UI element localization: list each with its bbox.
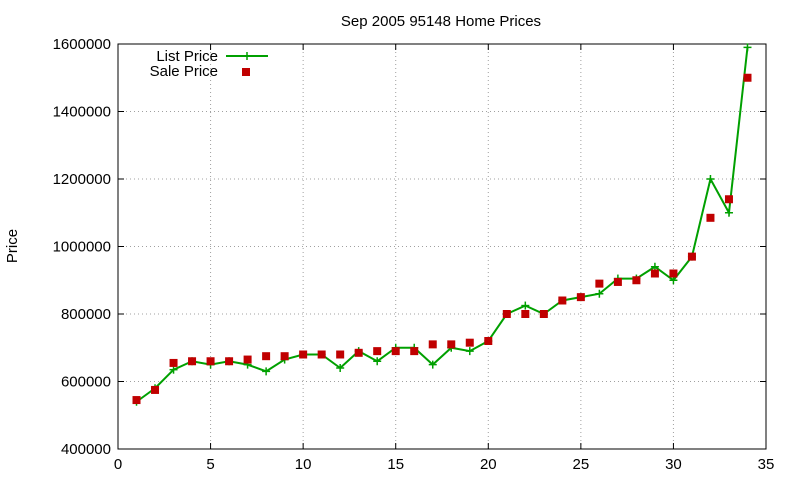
- data-point-sale-price: [650, 269, 659, 278]
- x-tick-label: 25: [573, 456, 590, 473]
- data-point-list-price: [669, 276, 678, 285]
- data-point-sale-price: [206, 357, 215, 366]
- data-point-sale-price: [447, 340, 456, 349]
- data-point-sale-price: [558, 296, 567, 305]
- series-list-price: [132, 43, 752, 406]
- data-point-sale-price: [373, 347, 382, 356]
- x-tick-label: 0: [114, 456, 122, 473]
- data-point-list-price: [650, 262, 659, 271]
- data-point-sale-price: [521, 310, 530, 318]
- data-point-list-price: [706, 175, 715, 183]
- axis-ticks: 0 5 10 15 20 25 30 35 400000 600000 800000 1000000 1…: [53, 36, 775, 473]
- series-sale-price: [132, 73, 752, 405]
- legend-marker-sale-price: [242, 68, 250, 76]
- y-tick-label: 800000: [61, 306, 111, 323]
- y-tick-label: 600000: [61, 374, 111, 391]
- data-point-sale-price: [225, 357, 234, 366]
- data-point-sale-price: [299, 350, 308, 359]
- x-tick-label: 15: [387, 456, 404, 473]
- data-point-sale-price: [687, 252, 696, 261]
- y-tick-label: 1600000: [53, 36, 111, 53]
- legend-marker-list-price: [243, 52, 251, 60]
- data-point-sale-price: [188, 357, 197, 366]
- data-point-sale-price: [151, 385, 160, 394]
- data-point-sale-price: [576, 293, 585, 302]
- data-point-sale-price: [465, 338, 474, 347]
- y-tick-label: 1200000: [53, 171, 111, 188]
- data-point-sale-price: [132, 396, 141, 405]
- y-tick-label: 400000: [61, 441, 111, 458]
- data-point-list-price: [336, 364, 345, 372]
- data-point-sale-price: [669, 269, 678, 278]
- data-point-sale-price: [613, 277, 622, 286]
- x-tick-label: 20: [480, 456, 497, 473]
- data-point-sale-price: [539, 310, 548, 318]
- grid: [118, 44, 766, 449]
- data-point-list-price: [595, 289, 604, 298]
- data-point-sale-price: [262, 352, 271, 361]
- legend: List Price Sale Price: [150, 48, 268, 80]
- y-tick-label: 1400000: [53, 104, 111, 121]
- legend-label-list-price: List Price: [156, 48, 218, 65]
- data-point-sale-price: [391, 347, 400, 356]
- y-axis-label: Price: [4, 229, 21, 263]
- data-point-list-price: [169, 365, 178, 374]
- x-tick-label: 10: [295, 456, 312, 473]
- data-point-sale-price: [410, 347, 419, 356]
- series-line-list-price: [135, 47, 749, 403]
- data-point-sale-price: [169, 358, 178, 367]
- data-point-list-price: [724, 208, 733, 217]
- data-point-sale-price: [336, 350, 345, 359]
- data-point-sale-price: [724, 195, 733, 204]
- data-point-list-price: [373, 357, 382, 366]
- data-point-sale-price: [317, 350, 326, 359]
- x-tick-label: 30: [665, 456, 682, 473]
- data-point-sale-price: [428, 340, 437, 349]
- data-point-list-price: [465, 347, 474, 356]
- data-point-list-price: [743, 43, 752, 52]
- data-point-sale-price: [595, 279, 604, 288]
- x-tick-label: 5: [206, 456, 214, 473]
- data-point-sale-price: [280, 352, 289, 361]
- data-point-sale-price: [484, 337, 493, 345]
- data-point-sale-price: [354, 348, 363, 357]
- chart-title: Sep 2005 95148 Home Prices: [341, 13, 541, 30]
- data-point-sale-price: [706, 213, 715, 222]
- y-tick-label: 1000000: [53, 239, 111, 256]
- data-point-sale-price: [632, 276, 641, 285]
- legend-label-sale-price: Sale Price: [150, 63, 218, 80]
- series-layer: [132, 43, 752, 406]
- data-point-list-price: [521, 301, 530, 310]
- data-point-sale-price: [743, 73, 752, 82]
- x-tick-label: 35: [758, 456, 775, 473]
- data-point-list-price: [428, 360, 437, 369]
- data-point-list-price: [262, 367, 271, 376]
- data-point-sale-price: [502, 310, 511, 318]
- data-point-sale-price: [243, 355, 252, 364]
